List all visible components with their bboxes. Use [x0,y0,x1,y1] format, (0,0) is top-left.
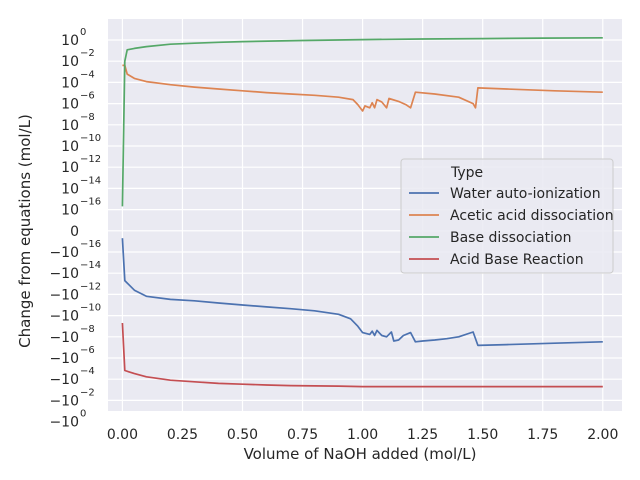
y-tick-exponent: −4 [80,69,95,80]
y-tick-base: −10 [49,287,79,303]
y-tick-base: −10 [49,351,79,367]
y-tick-label: 10 [61,203,79,219]
y-tick-label: −10 [49,287,79,303]
y-tick-base: 10 [61,33,79,49]
x-tick-label: 1.25 [407,427,438,443]
y-tick-base: −10 [49,309,79,325]
y-tick-label: 10 [61,54,79,70]
y-tick-base: 10 [61,203,79,219]
y-tick-base: 10 [61,75,79,91]
x-tick-label: 2.00 [587,427,618,443]
y-tick-base: −10 [49,415,79,431]
legend-entry: Acid Base Reaction [450,252,584,268]
y-tick-exponent: −6 [80,91,95,102]
series-line-3 [121,322,603,388]
y-tick-label: 10 [61,139,79,155]
y-tick-exponent: −14 [80,260,101,271]
legend-title: Type [450,165,483,181]
y-tick-base: −10 [49,393,79,409]
y-tick-exponent: −14 [80,175,101,186]
legend-entry: Acetic acid dissociation [450,208,614,224]
series-line-0 [121,238,603,347]
y-tick-label: −10 [49,245,79,261]
x-tick-label: 1.75 [527,427,558,443]
x-tick-labels: 0.00 0.25 0.50 0.75 1.00 1.25 1.50 1.75 2.00 [107,427,619,443]
y-tick-base: 10 [61,118,79,134]
y-axis-label: Change from equations (mol/L) [16,114,34,348]
x-axis-label: Volume of NaOH added (mol/L) [244,445,477,463]
y-tick-label: −10 [49,415,79,431]
x-tick-label: 0.75 [287,427,318,443]
y-tick-exponent: −4 [80,366,95,377]
y-tick-exponent: −16 [80,239,101,250]
x-tick-label: 0.00 [107,427,138,443]
y-tick-label: 10 [61,33,79,49]
legend: Type Water auto-ionization Acetic acid dis… [400,158,614,274]
y-tick-label: −10 [49,372,79,388]
y-tick-base: −10 [49,266,79,282]
y-tick-exponent: −12 [80,154,101,165]
y-tick-base: 10 [61,54,79,70]
y-tick-base: 10 [61,97,79,113]
y-tick-label: −10 [49,351,79,367]
legend-entry: Water auto-ionization [450,186,601,202]
y-tick-base: −10 [49,330,79,346]
y-tick-exponent: 0 [80,27,86,38]
y-tick-labels: 10010−210−410−610−810−1010−1210−1410−160… [49,27,101,431]
x-tick-label: 1.00 [347,427,378,443]
legend-box [400,158,614,274]
x-tick-label: 0.25 [167,427,198,443]
y-tick-label: −10 [49,330,79,346]
y-tick-exponent: −10 [80,303,101,314]
y-tick-base: 10 [61,139,79,155]
y-tick-label: 0 [70,224,79,240]
y-tick-label: 10 [61,160,79,176]
y-tick-exponent: −16 [80,197,101,208]
y-tick-label: 10 [61,97,79,113]
y-tick-exponent: −8 [80,324,95,335]
y-tick-label: −10 [49,393,79,409]
legend-entry: Base dissociation [450,230,571,246]
y-tick-exponent: −10 [80,133,101,144]
series-line-1 [122,64,603,112]
y-tick-base: 10 [61,181,79,197]
y-tick-exponent: 0 [80,409,86,420]
y-tick-label: 10 [61,75,79,91]
series-line-2 [121,36,603,207]
y-tick-label: 10 [61,181,79,197]
y-tick-exponent: −12 [80,281,101,292]
y-tick-exponent: −2 [80,48,95,59]
y-tick-base: −10 [49,372,79,388]
y-tick-label: −10 [49,309,79,325]
y-tick-exponent: −8 [80,112,95,123]
y-tick-exponent: −6 [80,345,95,356]
y-tick-label: 10 [61,118,79,134]
y-tick-base: 10 [61,160,79,176]
y-tick-base: 0 [70,224,79,240]
y-tick-base: −10 [49,245,79,261]
series-layer [121,36,603,388]
y-tick-label: −10 [49,266,79,282]
x-tick-label: 0.50 [227,427,258,443]
x-tick-label: 1.50 [467,427,498,443]
y-tick-exponent: −2 [80,387,95,398]
